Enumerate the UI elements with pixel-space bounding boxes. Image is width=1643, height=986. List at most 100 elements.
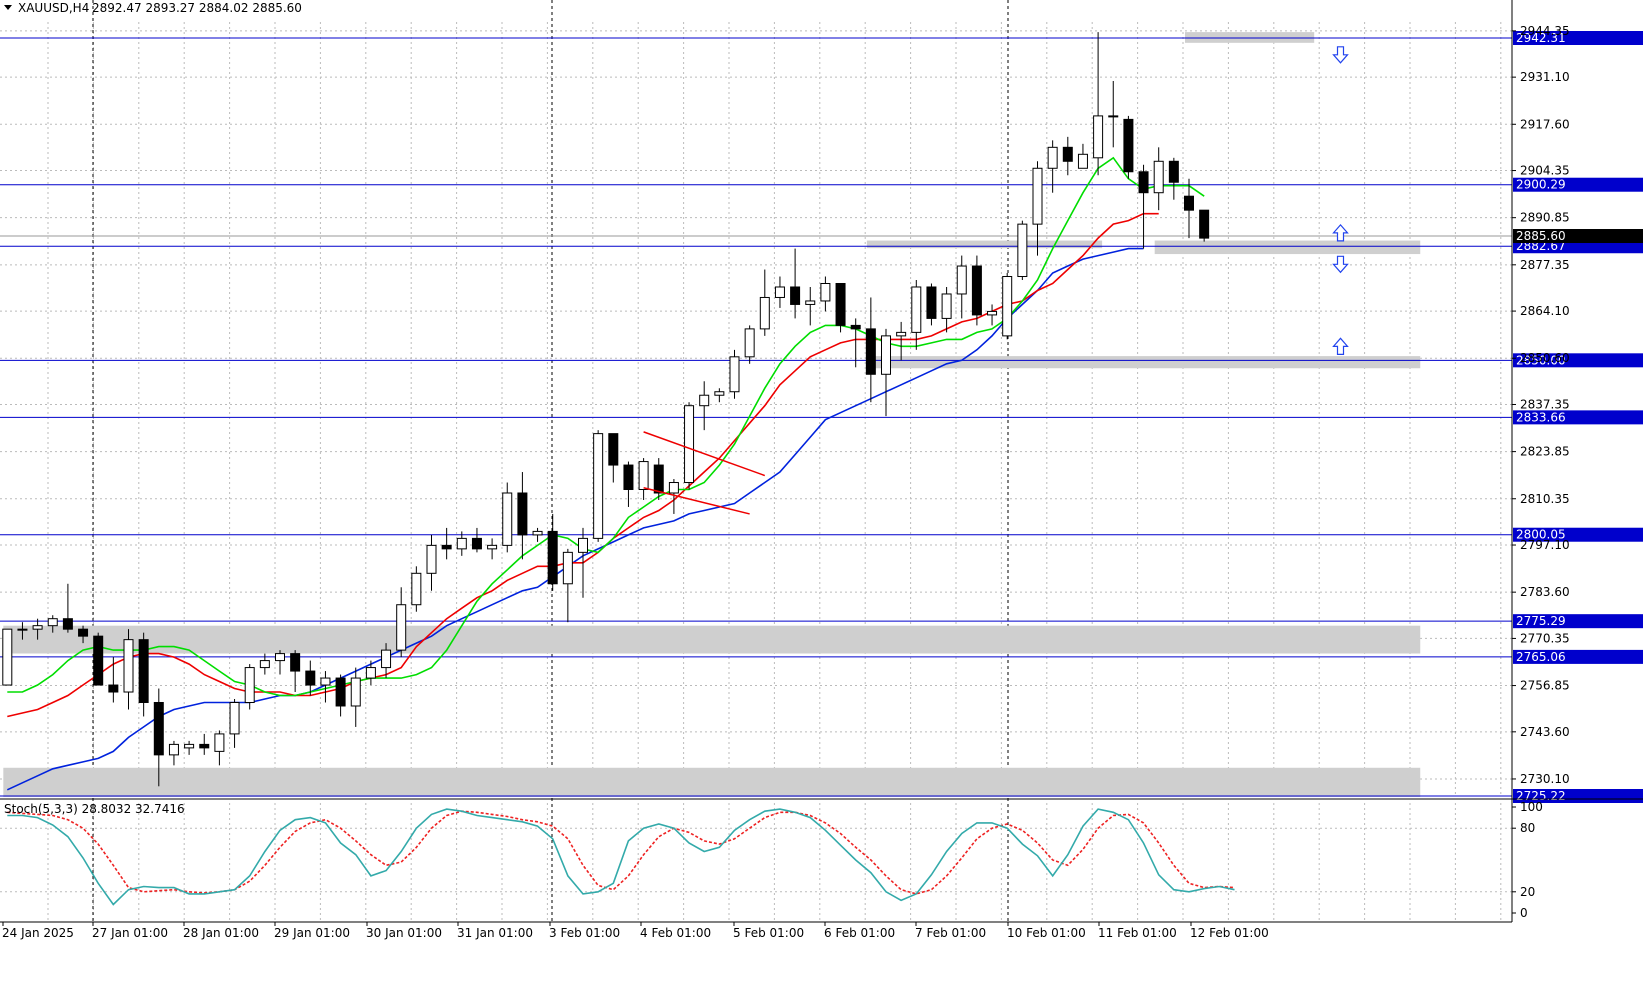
current-price-label: 2885.60 <box>1516 229 1566 243</box>
chart-header: XAUUSD,H4 2892.47 2893.27 2884.02 2885.6… <box>4 1 302 816</box>
level-label: 2850.00 <box>1516 353 1566 367</box>
candle <box>926 283 937 326</box>
time-tick-label: 30 Jan 01:00 <box>366 926 442 940</box>
candle <box>305 660 316 696</box>
level-label: 2833.66 <box>1516 410 1566 424</box>
level-label-bg <box>1513 527 1643 542</box>
candle <box>638 458 649 500</box>
price-tick-label: 2783.60 <box>1520 585 1570 599</box>
level-label: 2800.05 <box>1516 528 1566 542</box>
candle <box>502 482 513 553</box>
candle-body <box>699 394 710 407</box>
sr-zone <box>866 240 1103 249</box>
arrow-up-icon <box>1332 337 1349 355</box>
candle <box>956 255 967 319</box>
candle-body <box>244 667 255 703</box>
candle-body <box>229 701 240 735</box>
candle <box>93 632 104 686</box>
candle <box>1184 178 1194 239</box>
candle-body <box>1138 171 1149 194</box>
candle <box>229 699 240 748</box>
candle-body <box>62 618 73 630</box>
candle-body <box>168 743 179 756</box>
candle <box>17 622 28 640</box>
candle <box>214 730 225 766</box>
candle <box>699 381 710 431</box>
candle <box>1077 143 1088 169</box>
candle <box>335 674 346 717</box>
candle-body <box>487 544 498 550</box>
candle <box>562 548 573 623</box>
candle <box>62 583 73 633</box>
candle <box>850 318 861 368</box>
price-tick-label: 2931.10 <box>1520 70 1570 84</box>
candle <box>684 402 695 490</box>
candle-body <box>759 296 770 330</box>
candle <box>805 286 816 326</box>
candle-body <box>350 677 361 707</box>
symbol-label: XAUUSD,H4 <box>18 1 89 15</box>
candle <box>911 280 922 350</box>
candle-body <box>441 544 452 550</box>
ohlc-label: 2892.47 2893.27 2884.02 2885.60 <box>92 1 302 15</box>
candle-body <box>396 604 407 651</box>
time-tick-label: 4 Feb 01:00 <box>640 926 711 940</box>
candle <box>1093 32 1104 176</box>
candle-body <box>896 331 907 337</box>
level-label: 2775.29 <box>1516 614 1566 628</box>
candle-body <box>850 324 861 330</box>
candle <box>1062 136 1073 176</box>
price-tick-label: 2877.35 <box>1520 258 1570 272</box>
arrow-down-icon <box>1332 46 1349 64</box>
candle-body <box>971 265 982 316</box>
candle <box>532 527 543 542</box>
candle <box>1017 220 1028 281</box>
stoch-label: Stoch(5,3,3) 28.8032 32.7416 <box>4 802 185 816</box>
candle-body <box>1077 153 1088 169</box>
candle-body <box>275 653 285 662</box>
level-lines <box>0 37 1512 797</box>
candle <box>835 282 846 333</box>
level-label-bg <box>1513 649 1643 664</box>
pennant-line <box>643 487 750 515</box>
menu-triangle-icon[interactable] <box>4 5 12 10</box>
time-tick-label: 5 Feb 01:00 <box>733 926 804 940</box>
price-tick-label: 2850.60 <box>1520 351 1570 365</box>
candle-body <box>32 625 43 630</box>
ma-slow-line <box>6 247 1144 791</box>
candle-body <box>290 653 301 672</box>
price-tick-label: 2810.35 <box>1520 492 1570 506</box>
candle-body <box>335 677 346 707</box>
candle-body <box>1032 167 1043 225</box>
candle <box>184 740 195 755</box>
candle-body <box>78 628 89 637</box>
annotations <box>643 46 1349 515</box>
candle <box>1153 147 1164 211</box>
price-tick-label: 2730.10 <box>1520 772 1570 786</box>
candle-body <box>956 265 967 295</box>
sr-zone <box>1185 32 1315 43</box>
candle <box>259 653 270 675</box>
candle <box>517 472 528 560</box>
time-tick-label: 11 Feb 01:00 <box>1098 926 1177 940</box>
current-price-label-bg <box>1513 229 1643 244</box>
candle-body <box>123 639 134 693</box>
candle <box>1199 209 1210 242</box>
candle-body <box>1093 115 1104 159</box>
candle-body <box>426 544 437 574</box>
candle <box>1138 164 1149 249</box>
candle-body <box>684 405 695 484</box>
stoch-tick-label: 0 <box>1520 906 1528 920</box>
candle <box>714 388 725 403</box>
candle-body <box>1199 209 1210 239</box>
level-label-bg <box>1513 614 1643 629</box>
candle <box>320 671 331 703</box>
arrow-down-icon <box>1332 255 1349 274</box>
candle <box>487 538 498 560</box>
candle-body <box>1153 160 1164 194</box>
sr-zone <box>3 767 1421 798</box>
candle <box>1002 273 1013 340</box>
candle <box>608 433 619 483</box>
stoch-main-line <box>7 808 1235 906</box>
